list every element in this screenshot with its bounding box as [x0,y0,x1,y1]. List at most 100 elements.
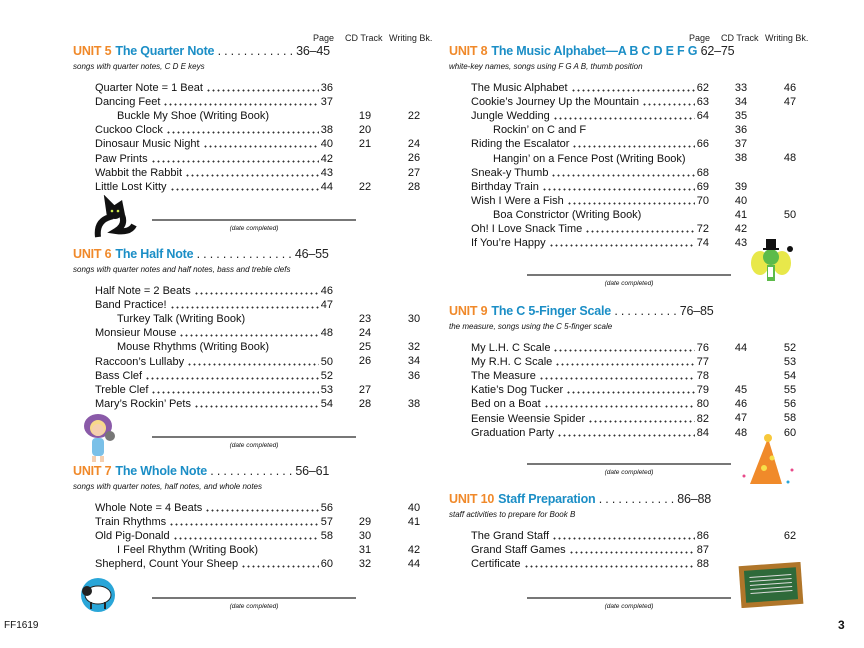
page-ref: 43 [320,166,333,179]
contents-row[interactable]: The Measure 78 54 [449,369,819,383]
unit-subtitle: songs with quarter notes and half notes,… [73,265,291,274]
cd-track [333,284,397,298]
writing-book-page [773,109,807,123]
dot-leader: . . . . . . . . . . . . . . . [193,247,295,261]
dot-leader [205,82,319,93]
cd-track [333,95,397,109]
contents-row[interactable]: My R.H. C Scale 77 53 [449,355,819,369]
cd-track: 45 [734,384,748,397]
contents-row[interactable]: Katie’s Dog Tucker 79 45 55 [449,383,819,397]
contents-row[interactable]: Cookie’s Journey Up the Mountain 63 34 47 [449,95,819,109]
contents-row[interactable]: Bass Clef 52 36 [73,369,443,383]
unit-section: UNIT 6 The Half Note . . . . . . . . . . … [73,247,443,411]
contents-row[interactable]: Mary’s Rockin’ Pets 54 28 38 [73,397,443,411]
unit-title: The Whole Note [115,464,208,478]
dot-leader: . . . . . . . . . . . . [595,492,678,506]
contents-row[interactable]: Old Pig-Donald 58 30 [73,529,443,543]
contents-row[interactable]: Hangin’ on a Fence Post (Writing Book) 38… [449,151,819,165]
cd-track: 31 [358,544,372,557]
unit-pages: 76–85 [679,304,714,318]
contents-row[interactable]: Monsieur Mouse 48 24 [73,326,443,340]
contents-row[interactable]: Quarter Note = 1 Beat 36 [73,81,443,95]
unit-pages: 46–55 [294,247,329,261]
contents-row[interactable]: Oh! I Love Snack Time 72 42 [449,222,819,236]
date-completed-line[interactable]: (date completed) [152,597,356,610]
contents-row[interactable]: Birthday Train 69 39 [449,180,819,194]
contents-row[interactable]: Train Rhythms 57 29 41 [73,515,443,529]
contents-row[interactable]: The Music Alphabet 62 33 46 [449,81,819,95]
contents-row[interactable]: Dinosaur Music Night 40 21 24 [73,137,443,151]
date-completed-line[interactable]: (date completed) [527,274,731,287]
date-completed-line[interactable]: (date completed) [527,463,731,476]
unit-heading[interactable]: UNIT 8 The Music Alphabet—A B C D E F G 6… [449,44,819,61]
contents-row[interactable]: The Grand Staff 86 62 [449,529,819,543]
unit-heading[interactable]: UNIT 9 The C 5-Finger Scale . . . . . . .… [449,304,819,321]
contents-row[interactable]: My L.H. C Scale 76 44 52 [449,341,819,355]
contents-row[interactable]: Band Practice! 47 [73,298,443,312]
dot-leader: . . . . . . . . . . . . . [207,464,296,478]
writing-book-page [397,298,431,312]
song-title: My L.H. C Scale [471,342,551,355]
date-completed-line[interactable]: (date completed) [152,436,356,449]
dot-leader [548,237,695,248]
contents-row[interactable]: Mouse Rhythms (Writing Book) 25 32 [73,340,443,354]
dot-leader [566,384,695,395]
contents-row[interactable]: Wish I Were a Fish 70 40 [449,194,819,208]
contents-row[interactable]: Graduation Party 84 48 60 [449,426,819,440]
contents-row[interactable]: Sneak-y Thumb 68 [449,166,819,180]
contents-row[interactable]: Boa Constrictor (Writing Book) 41 50 [449,208,819,222]
contents-row[interactable]: Half Note = 2 Beats 46 [73,284,443,298]
contents-row[interactable]: Rockin’ on C and F 36 [449,123,819,137]
contents-row[interactable]: Paw Prints 42 26 [73,151,443,165]
dot-leader [151,383,319,394]
contents-row[interactable]: Wabbit the Rabbit 43 27 [73,166,443,180]
cd-track [333,81,397,95]
unit-heading[interactable]: UNIT 10 Staff Preparation . . . . . . . .… [449,492,819,509]
writing-book-page [397,81,431,95]
unit-heading[interactable]: UNIT 7 The Whole Note . . . . . . . . . .… [73,464,443,481]
contents-row[interactable]: Riding the Escalator 66 37 [449,137,819,151]
writing-book-page [773,180,807,194]
writing-book-page: 34 [407,355,421,368]
cd-track: 24 [358,327,372,340]
contents-row[interactable]: Certificate 88 [449,557,819,571]
contents-row[interactable]: Grand Staff Games 87 [449,543,819,557]
writing-book-page: 60 [783,426,797,439]
dot-leader [179,327,319,338]
song-title: Riding the Escalator [471,138,570,151]
contents-row[interactable]: Whole Note = 4 Beats 56 40 [73,501,443,515]
contents-row[interactable]: Buckle My Shoe (Writing Book) 19 22 [73,109,443,123]
contents-row[interactable]: Cuckoo Clock 38 20 [73,123,443,137]
date-completed-line[interactable]: (date completed) [152,219,356,232]
song-title: If You’re Happy [471,237,546,250]
contents-row[interactable]: Treble Clef 53 27 [73,383,443,397]
page-number: 3 [838,618,845,632]
contents-row[interactable]: Turkey Talk (Writing Book) 23 30 [73,312,443,326]
contents-row[interactable]: Shepherd, Count Your Sheep 60 32 44 [73,557,443,571]
song-title: Quarter Note = 1 Beat [95,82,203,95]
cd-track: 26 [358,355,372,368]
page-ref: 70 [696,194,709,207]
contents-row[interactable]: Eensie Weensie Spider 82 47 58 [449,411,819,425]
contents-row[interactable]: If You’re Happy 74 43 [449,236,819,250]
dot-leader [585,223,695,234]
contents-row[interactable]: Bed on a Boat 80 46 56 [449,397,819,411]
dot-leader [572,138,695,149]
contents-row[interactable]: Jungle Wedding 64 35 [449,109,819,123]
cd-track: 41 [734,208,748,221]
song-title: Shepherd, Count Your Sheep [95,558,239,571]
date-completed-line[interactable]: (date completed) [527,597,731,610]
contents-row[interactable]: Little Lost Kitty 44 22 28 [73,180,443,194]
unit-heading[interactable]: UNIT 6 The Half Note . . . . . . . . . . … [73,247,443,264]
contents-row[interactable]: Raccoon’s Lullaby 50 26 34 [73,354,443,368]
writing-book-page: 56 [783,398,797,411]
song-title: Dinosaur Music Night [95,138,200,151]
unit-heading[interactable]: UNIT 5 The Quarter Note . . . . . . . . .… [73,44,443,61]
cd-track: 29 [358,516,372,529]
contents-row[interactable]: I Feel Rhythm (Writing Book) 31 42 [73,543,443,557]
unit-section: UNIT 5 The Quarter Note . . . . . . . . .… [73,44,443,194]
cd-track [333,369,397,383]
page-ref: 84 [696,426,709,439]
contents-row[interactable]: Dancing Feet 37 [73,95,443,109]
black-cat-icon [94,195,137,238]
